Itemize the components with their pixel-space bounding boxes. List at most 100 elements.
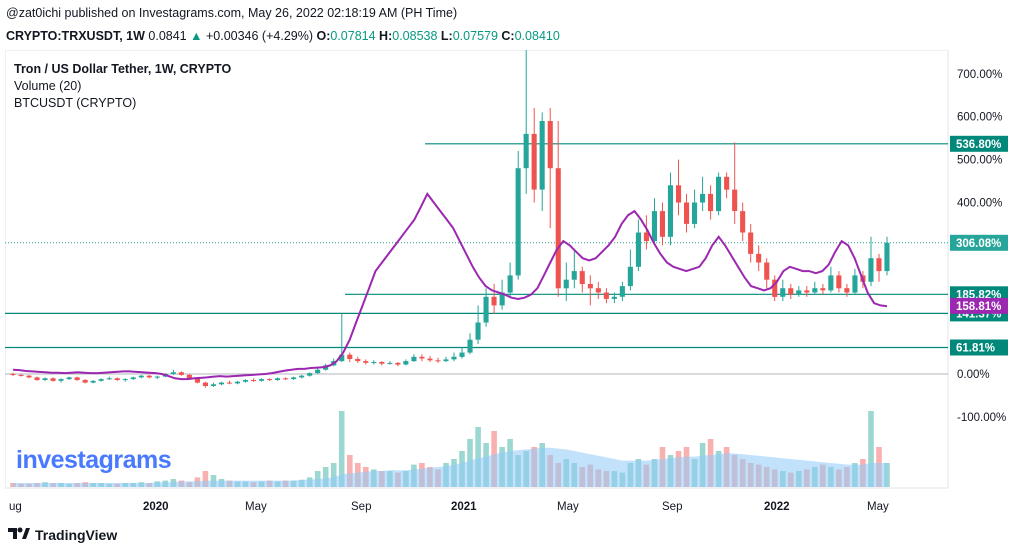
candle-body: [419, 356, 425, 359]
candle-body: [627, 266, 633, 287]
candle-body: [114, 378, 120, 380]
open-value: 0.07814: [330, 29, 376, 43]
volume-bar: [330, 463, 337, 487]
candle-body: [676, 185, 682, 203]
volume-bar: [475, 427, 481, 487]
candles: [10, 48, 890, 388]
candle-body: [42, 378, 48, 380]
candle-body: [427, 358, 433, 361]
y-tick-label: 0.00%: [957, 369, 990, 381]
candle-body: [283, 378, 289, 380]
candle-body: [876, 258, 882, 272]
candle-body: [651, 211, 657, 242]
publisher-line: @zat0ichi published on Investagrams.com,…: [6, 6, 458, 20]
tradingview-brand: TradingView: [35, 526, 118, 543]
candle-body: [90, 380, 96, 383]
candle-body: [355, 359, 361, 362]
candle-body: [251, 380, 257, 381]
candle-body: [387, 362, 393, 364]
close-label: C:: [501, 29, 515, 43]
candle-body: [764, 262, 770, 280]
candle-body: [267, 379, 273, 381]
y-tick-label: 500.00%: [957, 155, 1002, 167]
candle-body: [708, 193, 714, 212]
candle-body: [130, 377, 136, 380]
y-tick-label: 400.00%: [957, 198, 1002, 210]
btcusdt-compare-line: [12, 192, 888, 381]
x-tick-label: May: [867, 501, 889, 513]
candle-body: [259, 379, 265, 381]
price-change: +0.00346 (+4.29%): [205, 29, 313, 43]
candle-body: [788, 288, 794, 295]
candle-body: [210, 384, 216, 386]
line-badge-bg: [950, 339, 1008, 356]
candle-body: [451, 356, 457, 360]
chart-area[interactable]: 800.00%700.00%600.00%500.00%400.00%0.00%…: [4, 26, 1017, 518]
candle-body: [18, 374, 24, 376]
candle-body: [804, 290, 810, 293]
candle-body: [611, 296, 617, 299]
x-tick-label: Sep: [662, 501, 682, 513]
candle-body: [868, 258, 874, 282]
candle-body: [371, 362, 377, 363]
x-axis: ug 2020 May Sep 2021 May Sep 2022 May: [9, 501, 889, 513]
y-tick-label: -100.00%: [957, 412, 1006, 424]
candle-body: [756, 253, 762, 263]
candle-body: [539, 121, 545, 190]
candle-body: [531, 133, 537, 190]
candle-body: [154, 376, 160, 378]
tradingview-footer[interactable]: TradingView: [8, 526, 117, 543]
price-chart[interactable]: 800.00%700.00%600.00%500.00%400.00%0.00%…: [4, 26, 1017, 518]
candle-body: [507, 275, 513, 293]
low-value: 0.07579: [452, 29, 498, 43]
candle-body: [10, 374, 16, 375]
volume-bar: [338, 411, 345, 487]
x-tick-label: May: [245, 501, 267, 513]
candle-body: [98, 379, 104, 381]
candle-body: [491, 296, 497, 306]
symbol-bar: CRYPTO:TRXUSDT, 1W 0.0841 ▲ +0.00346 (+4…: [6, 29, 560, 43]
line-badge-bg: [950, 135, 1008, 152]
candle-body: [218, 382, 224, 385]
compare-badge-bg: [950, 297, 1008, 314]
candle-body: [836, 275, 842, 289]
high-label: H:: [379, 29, 393, 43]
x-tick-label: May: [557, 501, 579, 513]
candle-body: [796, 290, 802, 295]
chart-legend: Tron / US Dollar Tether, 1W, CRYPTO Volu…: [14, 61, 231, 112]
candle-body: [852, 275, 858, 293]
candle-body: [684, 202, 690, 224]
candle-body: [459, 352, 465, 357]
low-label: L:: [440, 29, 453, 43]
open-label: O:: [316, 29, 331, 43]
legend-volume: Volume (20): [14, 79, 82, 93]
compare-series: [12, 192, 888, 381]
candle-body: [716, 176, 722, 212]
candle-body: [291, 377, 297, 380]
candle-body: [587, 284, 593, 289]
symbol-name[interactable]: CRYPTO:TRXUSDT, 1W: [6, 29, 145, 43]
candle-body: [884, 242, 890, 272]
candle-body: [122, 379, 128, 381]
legend-compare: BTCUSDT (CRYPTO): [14, 96, 137, 110]
volume-bar: [202, 471, 209, 487]
candle-body: [667, 185, 673, 237]
candle-body: [692, 202, 698, 224]
candle-body: [435, 360, 441, 362]
candle-body: [619, 286, 625, 297]
candle-body: [363, 361, 369, 363]
candle-body: [234, 381, 240, 384]
candle-body: [643, 232, 649, 242]
x-tick-label: 2021: [451, 501, 477, 513]
investagrams-watermark: investagrams: [16, 446, 172, 474]
candle-body: [547, 121, 553, 169]
candle-body: [467, 339, 473, 353]
candle-body: [315, 369, 321, 374]
line-badge-label: 536.80%: [956, 139, 1001, 151]
candle-body: [34, 377, 40, 380]
candle-body: [483, 296, 489, 323]
candle-body: [186, 374, 192, 379]
y-tick-label: 600.00%: [957, 112, 1002, 124]
candle-body: [226, 382, 232, 384]
high-value: 0.08538: [392, 29, 438, 43]
